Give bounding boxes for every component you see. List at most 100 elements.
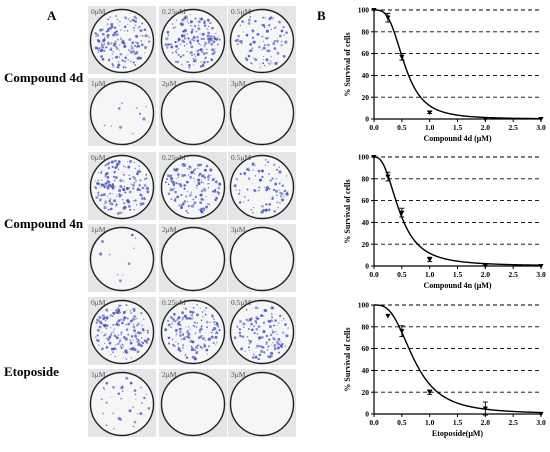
colony-dot bbox=[248, 339, 250, 341]
colony-dot bbox=[253, 188, 256, 192]
colony-dot bbox=[125, 199, 129, 202]
dose-label: 3μM bbox=[231, 225, 246, 234]
colony-dot bbox=[136, 340, 140, 344]
colony-dot bbox=[165, 37, 169, 41]
colony-dot bbox=[218, 329, 221, 332]
colony-dot bbox=[95, 336, 97, 339]
colony-dot bbox=[183, 28, 187, 33]
colony-dot bbox=[284, 40, 288, 44]
colony-dot bbox=[268, 203, 272, 206]
colony-dot bbox=[129, 20, 132, 23]
colony-dot bbox=[190, 32, 192, 34]
colony-dot bbox=[113, 66, 115, 68]
colony-dot bbox=[182, 337, 186, 341]
colony-dot bbox=[103, 185, 106, 188]
colony-dot bbox=[190, 43, 192, 45]
colony-dot bbox=[175, 41, 177, 43]
colony-dot bbox=[118, 279, 122, 283]
colony-dot bbox=[112, 385, 116, 389]
colony-dot bbox=[166, 178, 169, 181]
culture-dish bbox=[89, 371, 155, 437]
colony-dot bbox=[166, 319, 170, 323]
colony-dot bbox=[135, 332, 137, 335]
colony-dot bbox=[206, 28, 209, 30]
colony-dot bbox=[119, 311, 122, 314]
colony-dot bbox=[247, 199, 250, 201]
x-tick-label: 0.0 bbox=[369, 270, 379, 279]
colony-dot bbox=[265, 29, 269, 33]
colony-dot bbox=[133, 420, 137, 424]
colony-dot bbox=[127, 23, 129, 25]
colony-dot bbox=[132, 132, 134, 135]
colony-dot bbox=[198, 331, 202, 334]
colony-dot bbox=[216, 43, 219, 46]
colony-dot bbox=[175, 333, 178, 336]
colony-dot bbox=[256, 344, 260, 348]
colony-dot bbox=[183, 40, 186, 43]
colony-dot bbox=[125, 328, 129, 331]
colony-dot bbox=[196, 163, 200, 167]
colony-dot bbox=[174, 26, 177, 28]
colony-dot bbox=[286, 175, 288, 177]
colony-dot bbox=[260, 349, 264, 353]
colony-dot bbox=[255, 327, 259, 331]
colony-dot bbox=[207, 183, 209, 185]
colony-dot bbox=[169, 189, 172, 192]
colony-dot bbox=[186, 50, 188, 53]
colony-dot bbox=[118, 49, 121, 51]
colony-dot bbox=[276, 168, 278, 171]
y-tick-label: 100 bbox=[358, 6, 370, 15]
colony-dot bbox=[129, 208, 132, 211]
colony-dot bbox=[238, 40, 241, 43]
colony-dot bbox=[105, 424, 108, 427]
colony-dot bbox=[201, 64, 205, 67]
colony-dot bbox=[276, 340, 278, 343]
colony-dot bbox=[280, 29, 284, 33]
colony-dot bbox=[140, 337, 143, 339]
colony-dot bbox=[214, 332, 217, 335]
colony-dot bbox=[177, 41, 179, 43]
colony-dot bbox=[216, 323, 219, 326]
colony-dot bbox=[96, 339, 100, 343]
colony-dot bbox=[175, 341, 177, 343]
colony-dot bbox=[94, 186, 97, 189]
colony-dot bbox=[284, 345, 286, 347]
colony-dot bbox=[283, 318, 285, 320]
colony-dot bbox=[270, 55, 272, 58]
colony-dot bbox=[207, 187, 210, 189]
colony-dot bbox=[117, 319, 121, 323]
colony-dot bbox=[100, 319, 102, 322]
colony-dot bbox=[176, 60, 180, 64]
colony-dot bbox=[199, 65, 203, 68]
colony-dot bbox=[251, 328, 254, 332]
colony-dot bbox=[268, 187, 271, 190]
colony-dot bbox=[277, 206, 279, 209]
colony-dot bbox=[207, 61, 209, 63]
colony-dot bbox=[130, 357, 133, 359]
colony-dot bbox=[189, 51, 193, 55]
colony-dot bbox=[140, 312, 143, 315]
colony-dot bbox=[183, 35, 186, 38]
x-tick-label: 2.0 bbox=[481, 270, 491, 279]
colony-dot bbox=[188, 336, 191, 339]
colony-dot bbox=[247, 167, 250, 170]
colony-dot bbox=[234, 39, 236, 42]
colony-dot bbox=[200, 50, 204, 53]
colony-dot bbox=[252, 211, 254, 214]
colony-dot bbox=[141, 402, 143, 404]
colony-dot bbox=[123, 205, 127, 209]
colony-dot bbox=[174, 190, 177, 194]
colony-dot bbox=[194, 196, 197, 199]
colony-dot bbox=[276, 201, 279, 204]
colony-dot bbox=[103, 317, 106, 319]
colony-dot bbox=[209, 168, 213, 172]
colony-dot bbox=[130, 183, 133, 185]
colony-dot bbox=[247, 177, 251, 180]
colony-dot bbox=[200, 181, 203, 184]
colony-dot bbox=[134, 393, 137, 395]
colony-dot bbox=[195, 326, 198, 328]
colony-dot bbox=[194, 332, 197, 335]
colony-dot bbox=[97, 320, 100, 323]
colony-dot bbox=[183, 200, 187, 203]
culture-dish bbox=[160, 299, 226, 365]
